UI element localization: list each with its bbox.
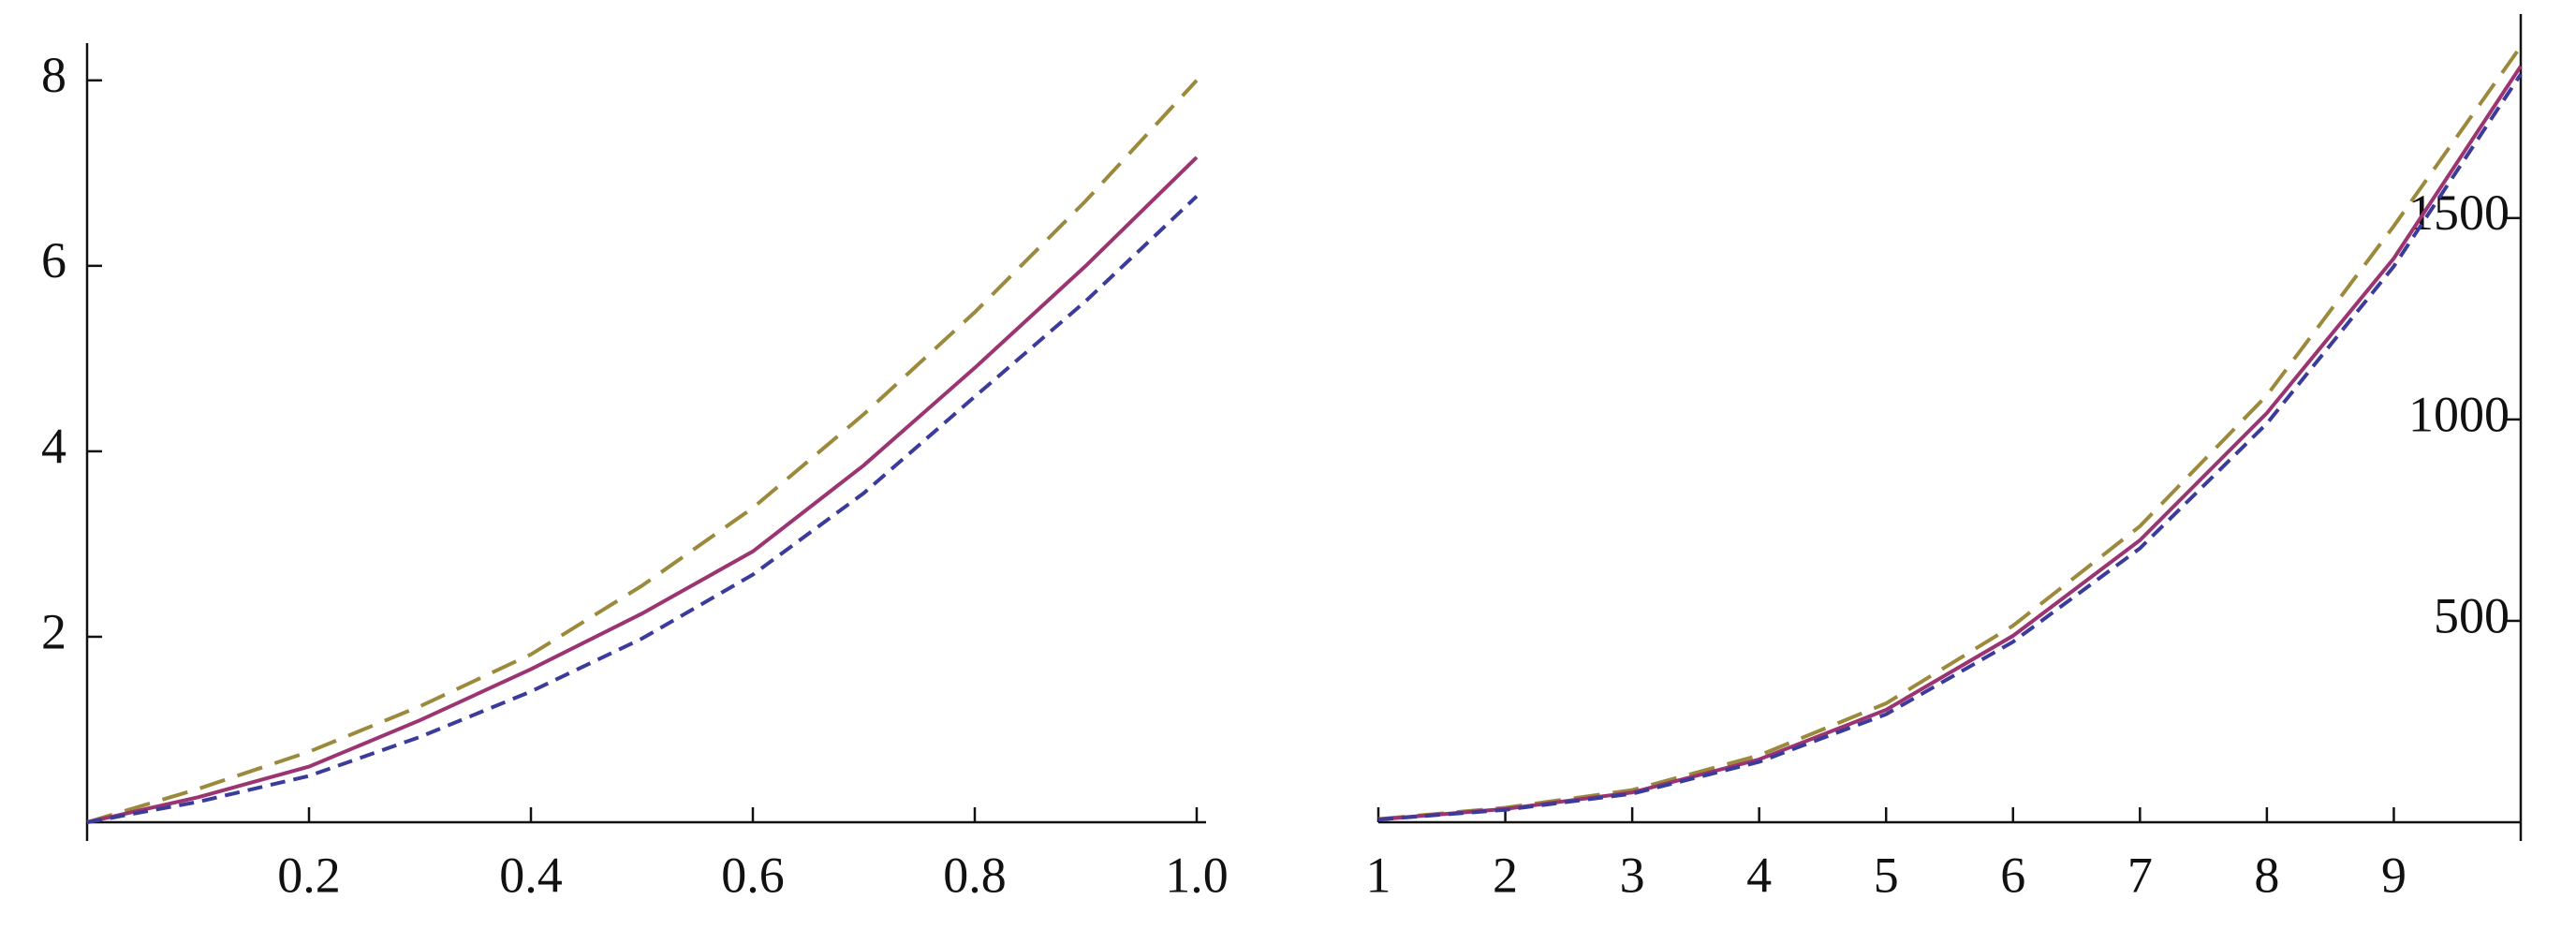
x-tick-label: 0.8 bbox=[943, 847, 1007, 903]
series-line bbox=[86, 195, 1199, 824]
y-tick-label: 6 bbox=[41, 232, 66, 288]
x-tick-label: 3 bbox=[1620, 847, 1645, 903]
y-tick-label: 2 bbox=[41, 603, 66, 659]
x-tick-label: 4 bbox=[1746, 847, 1772, 903]
series-line bbox=[1377, 73, 2523, 822]
x-tick-label: 2 bbox=[1493, 847, 1518, 903]
x-tick-label: 9 bbox=[2381, 847, 2407, 903]
y-tick-label: 1000 bbox=[2408, 386, 2510, 442]
y-tick-label: 500 bbox=[2434, 587, 2510, 643]
series-line bbox=[1377, 45, 2523, 821]
x-tick-label: 1 bbox=[1366, 847, 1391, 903]
x-tick-label: 1.0 bbox=[1165, 847, 1229, 903]
x-tick-label: 0.6 bbox=[721, 847, 785, 903]
x-tick-label: 7 bbox=[2127, 847, 2153, 903]
x-tick-label: 0.2 bbox=[277, 847, 341, 903]
x-tick-label: 5 bbox=[1874, 847, 1899, 903]
x-tick-label: 6 bbox=[2000, 847, 2025, 903]
y-tick-label: 8 bbox=[41, 47, 66, 103]
series-line bbox=[1377, 65, 2523, 821]
series-line bbox=[86, 155, 1199, 824]
y-tick-label: 4 bbox=[41, 418, 66, 474]
series-line bbox=[86, 79, 1199, 824]
x-tick-label: 0.4 bbox=[499, 847, 563, 903]
x-tick-label: 8 bbox=[2254, 847, 2279, 903]
